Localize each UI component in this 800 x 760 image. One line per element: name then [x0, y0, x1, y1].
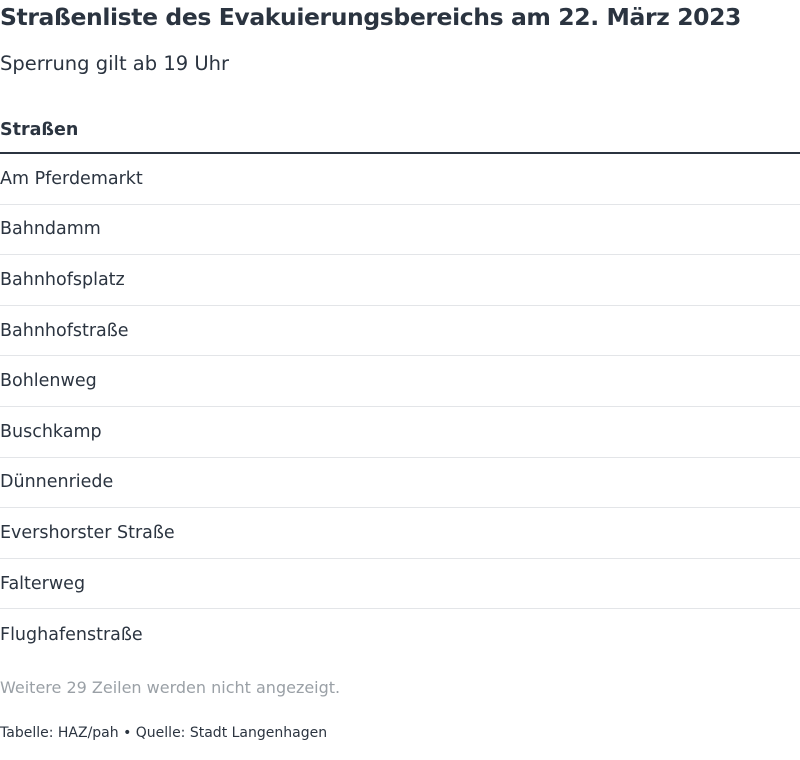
table-row: Bahndamm — [0, 205, 800, 256]
table-row: Am Pferdemarkt — [0, 154, 800, 205]
source-credit: Tabelle: HAZ/pah • Quelle: Stadt Langenh… — [0, 725, 328, 741]
table-cell: Bahndamm — [0, 219, 101, 240]
table-cell: Falterweg — [0, 573, 86, 594]
table-cell: Flughafenstraße — [0, 624, 143, 645]
column-header-strassen[interactable]: Straßen — [0, 120, 79, 140]
table-cell: Bahnhofsplatz — [0, 269, 125, 290]
table-row: Bahnhofsplatz — [0, 255, 800, 306]
streets-table: Straßen Am Pferdemarkt Bahndamm Bahnhofs… — [0, 108, 800, 660]
page-subtitle: Sperrung gilt ab 19 Uhr — [0, 52, 229, 75]
table-row: Falterweg — [0, 559, 800, 610]
table-cell: Bohlenweg — [0, 371, 97, 392]
table-header: Straßen — [0, 108, 800, 154]
table-cell: Am Pferdemarkt — [0, 168, 143, 189]
table-row: Buschkamp — [0, 407, 800, 458]
table-row: Bohlenweg — [0, 356, 800, 407]
table-row: Evershorster Straße — [0, 508, 800, 559]
more-rows-note: Weitere 29 Zeilen werden nicht angezeigt… — [0, 678, 341, 697]
table-cell: Dünnenriede — [0, 472, 114, 493]
table-body: Am Pferdemarkt Bahndamm Bahnhofsplatz Ba… — [0, 154, 800, 660]
table-cell: Bahnhofstraße — [0, 320, 129, 341]
table-cell: Evershorster Straße — [0, 522, 175, 543]
table-row: Dünnenriede — [0, 458, 800, 509]
page-title: Straßenliste des Evakuierungsbereichs am… — [0, 3, 742, 31]
table-row: Bahnhofstraße — [0, 306, 800, 357]
table-row: Flughafenstraße — [0, 609, 800, 660]
table-cell: Buschkamp — [0, 421, 102, 442]
